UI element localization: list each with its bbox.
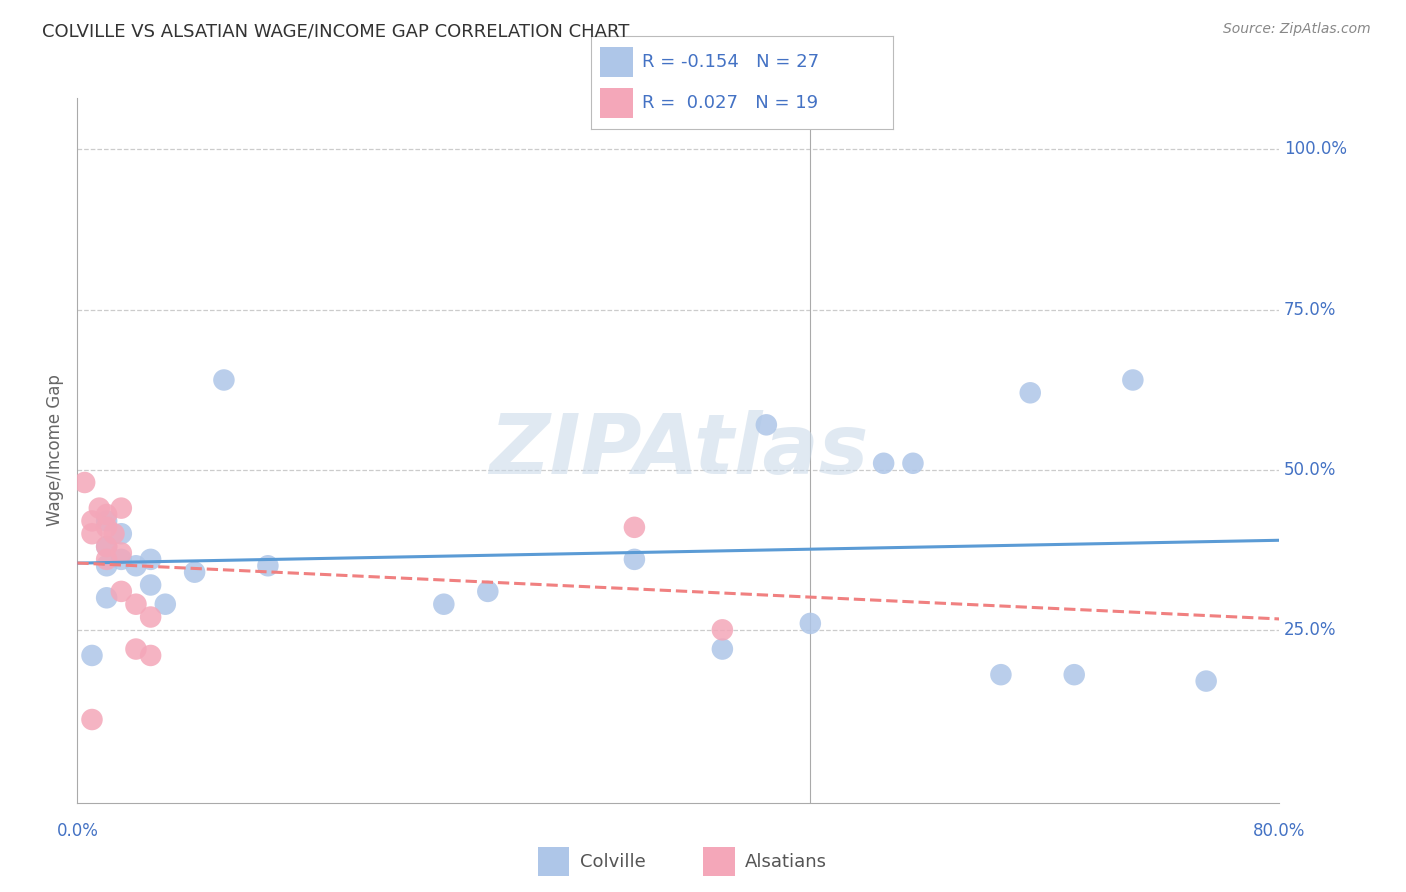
Point <box>711 642 734 657</box>
Text: COLVILLE VS ALSATIAN WAGE/INCOME GAP CORRELATION CHART: COLVILLE VS ALSATIAN WAGE/INCOME GAP COR… <box>42 22 630 40</box>
Text: Colville: Colville <box>581 853 645 871</box>
Text: 75.0%: 75.0% <box>1284 301 1336 318</box>
Text: 25.0%: 25.0% <box>1284 621 1336 639</box>
Text: R =  0.027   N = 19: R = 0.027 N = 19 <box>643 95 818 112</box>
Point <box>139 648 162 663</box>
Point <box>89 501 111 516</box>
Point <box>755 417 778 432</box>
Point <box>433 597 456 611</box>
Point <box>799 616 821 631</box>
Point <box>73 475 96 490</box>
Point <box>110 546 132 560</box>
Point <box>96 520 118 534</box>
Point <box>96 508 118 522</box>
Point <box>80 648 103 663</box>
Point <box>125 597 148 611</box>
Point <box>257 558 280 573</box>
Point <box>96 514 118 528</box>
Point <box>110 501 132 516</box>
Point <box>96 552 118 566</box>
Point <box>1122 373 1144 387</box>
Text: ZIPAtlas: ZIPAtlas <box>489 410 868 491</box>
Text: Alsatians: Alsatians <box>745 853 827 871</box>
Bar <box>599 88 633 118</box>
Point <box>80 526 103 541</box>
Bar <box>703 847 734 876</box>
Text: 80.0%: 80.0% <box>1253 822 1306 840</box>
Point <box>125 558 148 573</box>
Point <box>139 552 162 566</box>
Point <box>1195 674 1218 689</box>
Point <box>1063 667 1085 681</box>
Text: 0.0%: 0.0% <box>56 822 98 840</box>
Point <box>711 623 734 637</box>
Bar <box>537 847 569 876</box>
Point <box>110 526 132 541</box>
Bar <box>599 47 633 77</box>
Point <box>623 552 645 566</box>
Point <box>96 540 118 554</box>
Point <box>872 456 894 470</box>
Point <box>96 540 118 554</box>
Point <box>96 591 118 605</box>
Point <box>139 578 162 592</box>
Point <box>125 642 148 657</box>
Point <box>1019 385 1042 400</box>
Point <box>901 456 924 470</box>
Point <box>183 565 205 579</box>
Text: R = -0.154   N = 27: R = -0.154 N = 27 <box>643 53 820 70</box>
Point <box>110 552 132 566</box>
Point <box>155 597 177 611</box>
Point <box>80 713 103 727</box>
Point <box>103 526 125 541</box>
Point <box>96 558 118 573</box>
Text: 100.0%: 100.0% <box>1284 140 1347 159</box>
Point <box>212 373 235 387</box>
Point <box>110 584 132 599</box>
Y-axis label: Wage/Income Gap: Wage/Income Gap <box>46 375 65 526</box>
Text: Source: ZipAtlas.com: Source: ZipAtlas.com <box>1223 22 1371 37</box>
Point <box>623 520 645 534</box>
Point <box>477 584 499 599</box>
Point <box>80 514 103 528</box>
Text: 50.0%: 50.0% <box>1284 460 1336 479</box>
Point <box>990 667 1012 681</box>
Point <box>139 610 162 624</box>
